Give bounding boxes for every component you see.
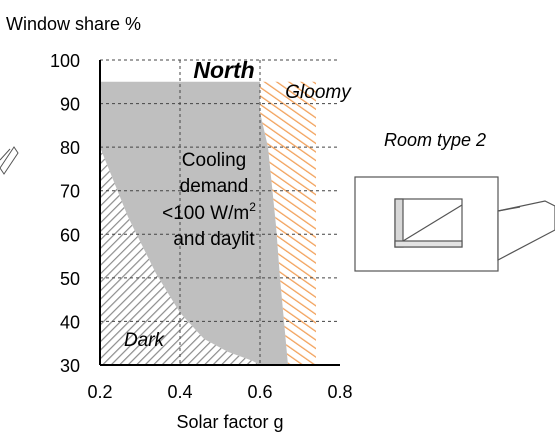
y-tick-label: 40 [60, 312, 80, 332]
y-tick-label: 50 [60, 269, 80, 289]
cooling-label-line3-main: <100 W/m [162, 203, 249, 224]
cooling-label-line1: Cooling [182, 150, 246, 171]
region-gloomy [260, 81, 316, 366]
y-tick-label: 70 [60, 182, 80, 202]
region-cooling-demand [100, 81, 288, 366]
y-tick-label: 100 [50, 51, 80, 71]
cooling-label-line4: and daylit [173, 229, 255, 250]
cooling-label-line2: demand [180, 176, 249, 197]
dark-label: Dark [124, 330, 166, 351]
x-tick-label: 0.6 [247, 382, 272, 402]
y-tick-label: 60 [60, 225, 80, 245]
room-window-side-left [394, 198, 404, 248]
grid-lines [100, 59, 340, 365]
room-window-sill [394, 240, 463, 248]
room-type-label: Room type 2 [384, 130, 486, 150]
y-tick-label: 30 [60, 356, 80, 376]
x-tick-label: 0.4 [167, 382, 192, 402]
room-window-diagonal [402, 204, 463, 242]
gloomy-label: Gloomy [285, 82, 352, 103]
cooling-label-superscript: 2 [249, 200, 256, 214]
x-tick-label: 0.8 [327, 382, 352, 402]
x-tick-label: 0.2 [87, 382, 112, 402]
y-tick-label: 80 [60, 138, 80, 158]
region-dark [100, 147, 260, 365]
regions-layer [100, 81, 316, 366]
cooling-label-line3: <100 W/m2 [162, 200, 256, 224]
y-tick-label: 90 [60, 95, 80, 115]
y-axis-title: Window share % [6, 14, 141, 34]
axes-frame [99, 60, 340, 366]
chart-title: North [193, 57, 254, 83]
x-axis-title: Solar factor g [176, 412, 283, 432]
x-tick-labels: 0.2 0.4 0.6 0.8 [87, 382, 352, 402]
left-window-sketch [0, 146, 19, 175]
y-tick-labels: 30 40 50 60 70 80 90 100 [50, 51, 80, 376]
room-side-wall [497, 200, 555, 261]
room-sketch [354, 176, 555, 272]
